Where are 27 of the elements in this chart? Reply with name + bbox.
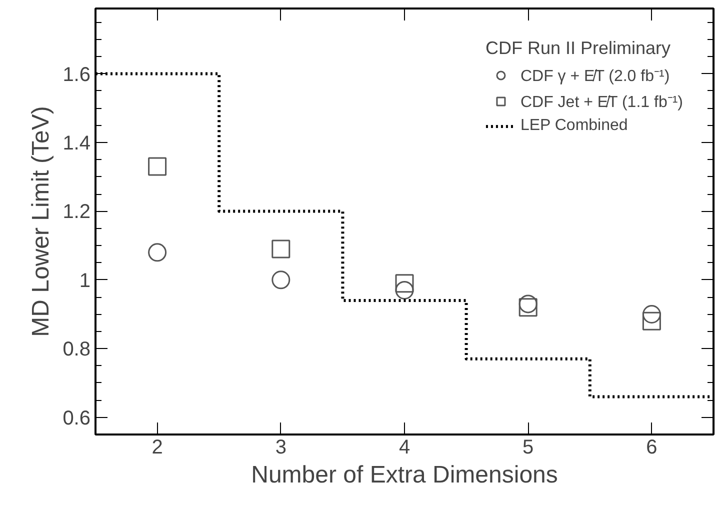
point: [642, 312, 661, 330]
x-tick-label: 5: [522, 436, 534, 458]
x-tick-label: 3: [275, 436, 286, 458]
point: [518, 294, 538, 314]
point: [148, 157, 167, 176]
point: [148, 243, 167, 262]
x-tick-label: 6: [646, 436, 658, 458]
y-tick-label: 1.4: [62, 132, 91, 154]
legend-label: CDF γ + E̸T (2.0 fb⁻¹): [520, 67, 670, 86]
point: [395, 274, 414, 293]
legend-title: CDF Run II Preliminary: [485, 38, 672, 59]
point: [642, 305, 661, 324]
legend-label: LEP Combined: [520, 117, 628, 135]
y-axis-title: MD Lower Limit (TeV): [28, 106, 55, 337]
point: [395, 280, 414, 300]
y-tick-label: 1.6: [62, 64, 91, 86]
legend-label: CDF Jet + E̸T (1.1 fb⁻¹): [520, 93, 683, 112]
point: [272, 270, 290, 290]
x-axis-title: Number of Extra Dimensions: [251, 462, 558, 488]
x-tick-label: 2: [152, 436, 163, 458]
y-tick-label: 0.6: [62, 407, 91, 430]
point: [272, 240, 290, 258]
y-tick-label: 1: [79, 270, 90, 292]
y-tick-label: 1.2: [62, 201, 91, 224]
x-tick-label: 4: [398, 436, 410, 458]
point: [518, 298, 538, 317]
y-tick-label: 0.8: [62, 338, 91, 361]
